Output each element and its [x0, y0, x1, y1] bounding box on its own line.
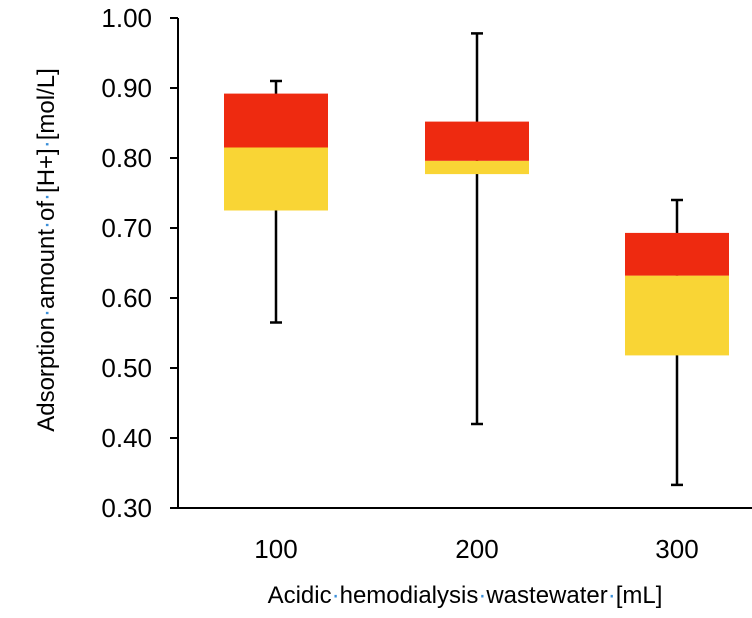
y-tick-label: 0.30 — [101, 493, 152, 523]
y-tick-label: 0.60 — [101, 283, 152, 313]
box-lower-q1-median — [625, 275, 729, 356]
x-axis-tick-labels: 100 200 300 — [254, 534, 698, 564]
boxes-group — [224, 32, 729, 487]
y-tick-label: 0.90 — [101, 73, 152, 103]
y-tick-label: 0.80 — [101, 143, 152, 173]
box-lower-q1-median — [425, 160, 529, 175]
box-upper-median-q3 — [224, 93, 328, 148]
box-lower-q1-median — [224, 147, 328, 211]
x-tick-label: 200 — [455, 534, 498, 564]
box-300 — [625, 198, 729, 487]
x-axis-title: Acidic·hemodialysis·wastewater·[mL] — [268, 582, 663, 609]
box-200 — [425, 32, 529, 426]
y-axis-ticks: 0.30 0.40 0.50 0.60 0.70 0.80 0.90 1.00 — [101, 3, 178, 523]
box-upper-median-q3 — [625, 232, 729, 276]
x-tick-label: 100 — [254, 534, 297, 564]
y-tick-label: 0.50 — [101, 353, 152, 383]
y-tick-label: 0.70 — [101, 213, 152, 243]
box-100 — [224, 79, 328, 324]
box-upper-median-q3 — [425, 121, 529, 161]
y-axis-title: Adsorption·amount·of·[H+]·[mol/L] — [33, 68, 60, 432]
y-tick-label: 0.40 — [101, 423, 152, 453]
y-tick-label: 1.00 — [101, 3, 152, 33]
x-tick-label: 300 — [655, 534, 698, 564]
